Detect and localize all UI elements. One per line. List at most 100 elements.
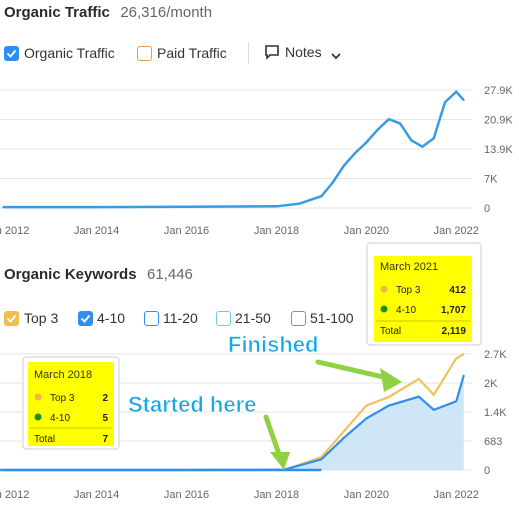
annotation-finished: Finished	[228, 332, 318, 357]
r21-50-label[interactable]: 21-50	[235, 310, 271, 326]
tooltip-2018-r4-10-label: 4-10	[50, 413, 70, 424]
data-point-4-10	[388, 404, 390, 407]
tooltip-2018-top3-value: 2	[102, 393, 108, 404]
r21-50-checkbox[interactable]	[216, 311, 231, 326]
top3-label[interactable]: Top 3	[24, 310, 59, 326]
tooltip-2018-r4-10-value: 5	[102, 413, 108, 424]
tooltip-2021-r4-10-value: 1,707	[441, 305, 466, 316]
x-tick-label: Jan 2012	[0, 225, 29, 237]
r4-10-checkbox[interactable]	[78, 311, 93, 326]
tooltip-march-2021: March 2021 Top 3 412 4-10 1,707 Total 2,…	[366, 242, 482, 346]
data-point	[376, 128, 379, 131]
tooltip-2021-total-label: Total	[380, 326, 401, 337]
data-point-4-10	[343, 436, 345, 439]
top3-dot	[380, 285, 388, 293]
tooltip-2018-total-label: Total	[34, 434, 55, 445]
x-tick-label: Jan 2016	[164, 489, 209, 501]
y-tick-label: 7K	[484, 174, 498, 186]
data-point-4-10	[462, 374, 465, 377]
r4-10-label[interactable]: 4-10	[97, 310, 126, 326]
data-point	[2, 206, 4, 208]
data-point-4-10	[432, 409, 435, 411]
top3-checkbox[interactable]	[4, 311, 19, 326]
paid-traffic-checkbox[interactable]	[137, 46, 152, 61]
x-tick-label: Jan 2020	[344, 489, 389, 501]
organic-traffic-checkbox[interactable]	[4, 46, 19, 61]
check-icon	[6, 49, 17, 58]
data-point	[275, 205, 278, 208]
paid-traffic-label[interactable]: Paid Traffic	[157, 45, 227, 61]
r51-100-label[interactable]: 51-100	[310, 310, 354, 326]
data-point	[298, 202, 300, 205]
keywords-metric: 61,446	[147, 266, 193, 283]
y-tick-label: 2K	[484, 378, 498, 390]
data-point-4-10	[185, 469, 188, 471]
data-point	[365, 141, 368, 144]
x-tick-label: Jan 2012	[0, 489, 29, 501]
arrow-started	[263, 414, 290, 470]
data-point	[399, 122, 401, 125]
data-point	[444, 101, 446, 104]
data-point-top-3	[462, 353, 465, 355]
y-tick-label: 13.9K	[484, 144, 513, 156]
data-point	[462, 99, 465, 101]
r4-10-dot	[380, 305, 388, 313]
x-tick-label: Jan 2014	[74, 489, 119, 501]
controls-divider	[248, 42, 249, 64]
notes-button[interactable]: Notes	[285, 44, 322, 60]
y-tick-label: 0	[484, 465, 490, 477]
data-point-top-3	[365, 404, 368, 407]
r11-20-checkbox[interactable]	[144, 311, 159, 326]
data-point-4-10	[365, 417, 368, 420]
organic-traffic-label[interactable]: Organic Traffic	[24, 45, 115, 61]
chevron-down-icon[interactable]	[330, 48, 342, 66]
x-tick-label: Jan 2022	[434, 489, 479, 501]
x-tick-label: Jan 2020	[344, 225, 389, 237]
y-tick-label: 27.9K	[484, 85, 513, 97]
r11-20-label[interactable]: 11-20	[163, 310, 198, 326]
x-tick-label: Jan 2022	[434, 225, 479, 237]
tooltip-2021-title: March 2021	[380, 261, 438, 273]
tooltip-2021-top3-value: 412	[449, 285, 466, 296]
data-point-top-3	[320, 456, 323, 458]
data-point-top-3	[388, 396, 390, 398]
data-point-4-10	[455, 400, 458, 403]
data-point	[95, 206, 98, 208]
r51-100-checkbox[interactable]	[291, 311, 306, 326]
tooltip-2018-title: March 2018	[34, 369, 92, 381]
data-point	[331, 181, 334, 184]
y-tick-label: 683	[484, 436, 502, 448]
top3-dot	[34, 393, 42, 401]
data-point	[421, 145, 424, 148]
x-tick-label: Jan 2014	[74, 225, 119, 237]
x-tick-label: Jan 2018	[254, 225, 299, 237]
data-point-4-10	[320, 458, 323, 461]
keywords-header: Organic Keywords 61,446	[4, 266, 193, 284]
series-area-4-10	[2, 375, 464, 470]
data-point	[354, 152, 356, 154]
check-icon	[80, 314, 91, 323]
check-icon	[6, 314, 17, 323]
data-point-4-10	[2, 469, 4, 471]
tooltip-highlight	[28, 362, 114, 446]
data-point	[320, 195, 323, 197]
y-tick-label: 1.4K	[484, 407, 507, 419]
x-tick-label: Jan 2016	[164, 225, 209, 237]
notes-icon[interactable]	[264, 44, 280, 65]
y-tick-label: 20.9K	[484, 115, 513, 127]
annotation-started: Started here	[128, 392, 256, 417]
data-point-top-3	[343, 430, 345, 433]
traffic-metric: 26,316/month	[120, 4, 213, 21]
y-tick-label: 2.7K	[484, 349, 507, 361]
tooltip-2021-total-value: 2,119	[442, 326, 467, 337]
data-point	[410, 139, 413, 142]
tooltip-2021-top3-label: Top 3	[396, 285, 421, 296]
arrow-finished	[315, 359, 402, 392]
r4-10-dot	[34, 413, 42, 421]
tooltip-highlight	[374, 256, 472, 342]
data-point	[343, 164, 345, 167]
data-point-4-10	[418, 395, 420, 398]
data-point	[185, 205, 188, 208]
traffic-header: Organic Traffic 26,316/month	[4, 4, 212, 22]
